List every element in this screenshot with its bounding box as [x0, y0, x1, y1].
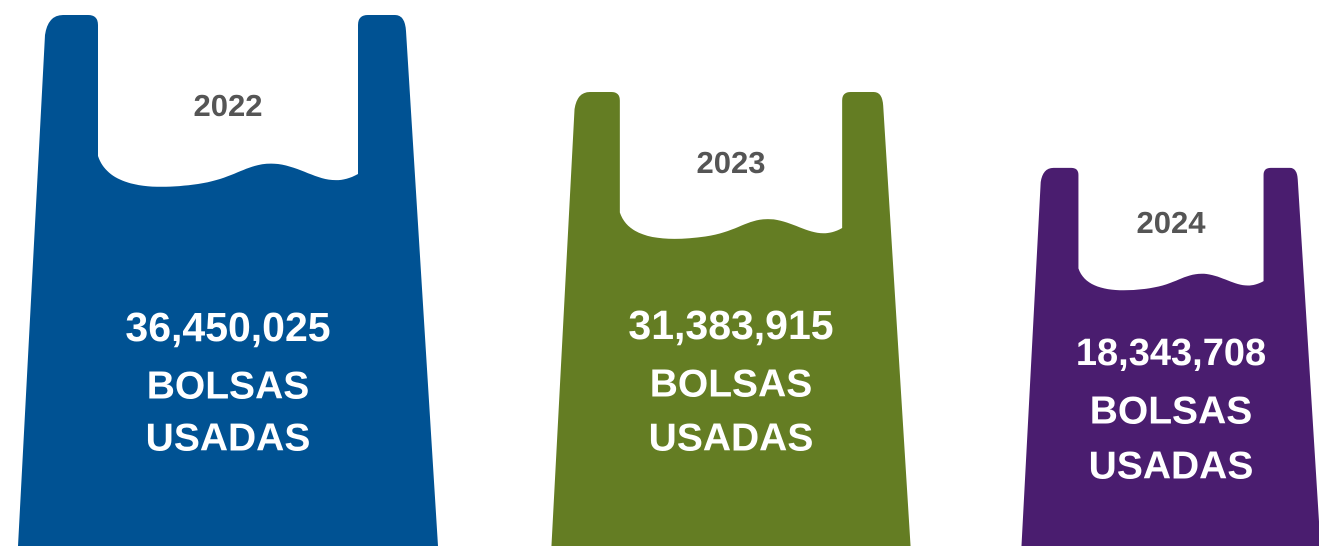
- unit-label: USADAS: [649, 416, 814, 459]
- unit-label: BOLSAS: [1090, 389, 1253, 432]
- year-label: 2023: [697, 145, 766, 180]
- unit-label: USADAS: [146, 416, 311, 459]
- bag: [551, 91, 911, 546]
- year-label: 2022: [194, 88, 263, 123]
- bag-count: 36,450,025: [125, 304, 330, 350]
- bag-count: 18,343,708: [1076, 332, 1266, 374]
- bag: [18, 15, 438, 546]
- unit-label: BOLSAS: [147, 364, 310, 407]
- bag-count: 31,383,915: [628, 302, 833, 348]
- year-label: 2024: [1137, 205, 1207, 240]
- bag: [1021, 167, 1319, 546]
- unit-label: USADAS: [1089, 444, 1254, 487]
- unit-label: BOLSAS: [650, 362, 813, 405]
